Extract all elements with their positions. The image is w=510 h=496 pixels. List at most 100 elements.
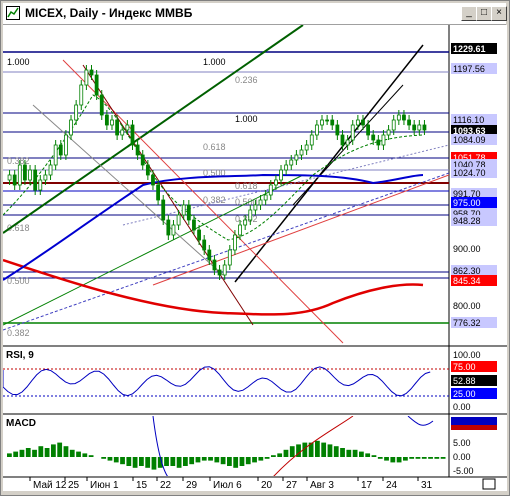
macd-histogram-bar	[283, 449, 289, 457]
macd-histogram-bar	[82, 453, 88, 457]
price-label-bg	[451, 167, 497, 178]
fib-level-label: 0.500	[203, 168, 226, 178]
macd-histogram-bar	[239, 457, 245, 466]
macd-main-line	[273, 416, 354, 476]
candle-body	[407, 119, 411, 126]
rsi-axis-label: 52.88	[453, 376, 476, 386]
macd-histogram-bar	[201, 457, 207, 461]
trend-line	[3, 174, 304, 326]
macd-histogram-bar	[44, 448, 50, 457]
candle-body	[217, 269, 222, 276]
fib-level-label: 1.000	[203, 57, 226, 67]
candle-body	[151, 174, 155, 186]
macd-histogram-bar	[157, 457, 163, 468]
candle-body	[253, 204, 258, 211]
price-label-bg	[451, 317, 497, 328]
price-label-bg	[451, 265, 497, 276]
candle-body	[227, 249, 232, 266]
candle-body	[197, 229, 201, 241]
macd-histogram-bar	[189, 457, 195, 465]
trend-line	[3, 25, 304, 234]
time-axis-label: Июн 1	[90, 480, 119, 491]
ma-green-line	[3, 94, 424, 241]
macd-histogram-bar	[7, 453, 12, 457]
price-label: 1229.61	[453, 44, 486, 54]
macd-histogram-bar	[170, 457, 176, 466]
candle-body	[304, 144, 309, 151]
candle-body	[99, 94, 104, 116]
candle-body	[28, 169, 32, 181]
macd-histogram-bar	[132, 457, 138, 468]
macd-histogram-bar	[164, 457, 169, 466]
trend-line	[82, 64, 254, 326]
candle-body	[171, 224, 176, 236]
fib-level-label: 0.618	[235, 181, 258, 191]
macd-histogram-bar	[69, 449, 75, 457]
macd-histogram-bar	[88, 455, 94, 457]
macd-histogram-bar	[51, 444, 56, 457]
price-label: 1116.10	[453, 115, 484, 125]
candle-body	[335, 124, 340, 136]
price-label: 1093.63	[453, 126, 486, 136]
close-button[interactable]: ×	[491, 6, 507, 21]
price-label: 1024.70	[453, 168, 486, 178]
candle-body	[268, 184, 273, 196]
price-label: 800.00	[453, 301, 481, 311]
macd-histogram-bar	[145, 457, 151, 468]
macd-histogram-bar	[365, 453, 371, 457]
macd-histogram-bar	[428, 457, 433, 459]
candle-body	[166, 219, 171, 236]
rsi-axis-label-bg	[451, 375, 497, 386]
candle-body	[320, 119, 324, 126]
macd-axis-label: -5.00	[453, 466, 474, 476]
chart-svg[interactable]: 1.000 1.000 0.236 1.000 0.618 0.500 0.618 0.382…	[3, 25, 507, 491]
chart-canvas[interactable]: 1.000 1.000 0.236 1.000 0.618 0.500 0.618 0.382…	[3, 25, 507, 491]
macd-panel	[7, 416, 446, 476]
fib-level-label: 0.382	[7, 328, 30, 338]
macd-histogram-bar	[321, 442, 327, 457]
rsi-title: RSI, 9	[6, 350, 34, 361]
candle-body	[402, 114, 406, 121]
candle-body	[7, 174, 12, 181]
macd-histogram-bar	[176, 457, 182, 468]
scroll-to-end-button[interactable]	[482, 478, 496, 490]
price-label-bg	[451, 114, 497, 125]
candle-body	[207, 249, 212, 261]
price-label: 900.00	[453, 244, 481, 254]
candle-body	[248, 209, 253, 221]
macd-histogram-bar	[227, 457, 232, 466]
candle-body	[396, 114, 401, 121]
candle-body	[74, 104, 79, 121]
macd-histogram-bar	[440, 457, 446, 459]
macd-histogram-bar	[25, 448, 31, 457]
candle-body	[263, 194, 268, 201]
macd-histogram-bar	[403, 457, 408, 461]
macd-histogram-bar	[421, 457, 427, 459]
chart-background	[3, 25, 507, 491]
trend-line	[62, 59, 344, 344]
fib-level-label: 1.000	[7, 57, 30, 67]
candle-body	[33, 169, 38, 191]
chart-app-icon	[6, 6, 20, 20]
macd-histogram-bar	[434, 457, 440, 459]
candle-body	[314, 124, 319, 136]
fib-level-label: 0.618	[7, 223, 30, 233]
price-label-bg	[451, 275, 497, 286]
minimize-button[interactable]: _	[461, 6, 477, 21]
candle-body	[345, 139, 350, 146]
rsi-axis-label: 0.00	[453, 402, 471, 412]
fib-level-label: 0.382	[203, 195, 226, 205]
rsi-line	[3, 366, 431, 397]
title-bar[interactable]: MICEX, Daily - Индекс ММВБ _ □ ×	[3, 3, 507, 25]
macd-histogram-bar	[214, 457, 220, 463]
candle-body	[23, 164, 27, 181]
candle-body	[202, 239, 207, 251]
candle-body	[371, 134, 376, 141]
macd-histogram-bar	[308, 442, 314, 457]
macd-histogram-bar	[19, 449, 25, 457]
restore-button[interactable]: □	[476, 6, 492, 21]
price-label: 1197.56	[453, 64, 485, 74]
price-label: 1084.09	[453, 135, 486, 145]
rsi-axis-label: 75.00	[453, 362, 476, 372]
candle-body	[279, 169, 283, 181]
